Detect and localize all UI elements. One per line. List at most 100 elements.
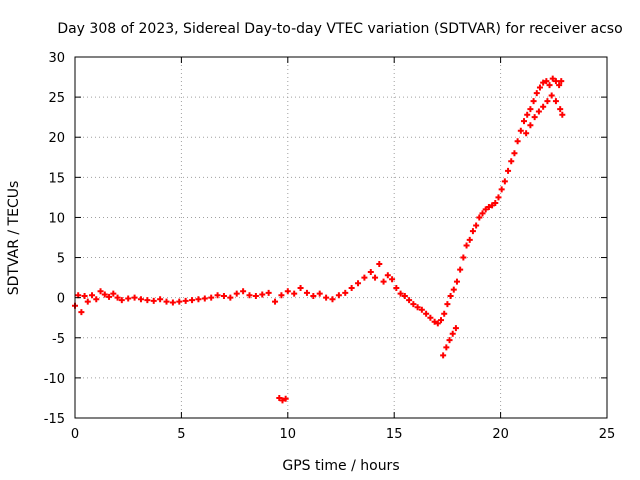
data-point bbox=[279, 397, 286, 404]
data-point bbox=[489, 202, 496, 209]
data-point bbox=[452, 325, 459, 332]
data-point bbox=[536, 84, 543, 91]
x-tick-label: 15 bbox=[386, 427, 403, 442]
data-point bbox=[272, 298, 279, 305]
data-point bbox=[195, 296, 202, 303]
data-point bbox=[511, 150, 518, 157]
series-isolated-cluster bbox=[276, 394, 289, 404]
x-tick-label: 0 bbox=[71, 427, 79, 442]
data-point bbox=[540, 103, 547, 110]
data-point bbox=[546, 82, 553, 89]
data-point bbox=[485, 204, 492, 211]
data-point bbox=[282, 395, 289, 402]
data-point bbox=[527, 122, 534, 129]
data-point bbox=[114, 294, 121, 301]
data-point bbox=[559, 111, 566, 118]
data-point bbox=[150, 297, 157, 304]
data-point bbox=[552, 98, 559, 105]
data-point bbox=[297, 285, 304, 292]
data-point bbox=[101, 291, 108, 298]
data-point bbox=[376, 260, 383, 267]
data-point bbox=[137, 296, 144, 303]
data-point bbox=[163, 298, 170, 305]
data-point bbox=[89, 292, 96, 299]
data-points bbox=[72, 75, 566, 404]
data-point bbox=[446, 337, 453, 344]
data-point bbox=[449, 330, 456, 337]
data-point bbox=[169, 299, 176, 306]
data-point bbox=[552, 78, 559, 85]
data-point bbox=[492, 200, 499, 207]
data-point bbox=[397, 290, 404, 297]
data-point bbox=[517, 127, 524, 134]
data-point bbox=[125, 295, 132, 302]
data-point bbox=[265, 289, 272, 296]
x-tick-label: 20 bbox=[492, 427, 509, 442]
data-point bbox=[431, 318, 438, 325]
data-point bbox=[323, 294, 330, 301]
data-point bbox=[131, 294, 138, 301]
data-point bbox=[440, 352, 447, 359]
data-point bbox=[78, 309, 85, 316]
data-point bbox=[514, 138, 521, 145]
data-point bbox=[176, 298, 183, 305]
y-tick-label: 30 bbox=[48, 51, 65, 66]
data-point bbox=[310, 293, 317, 300]
data-point bbox=[540, 79, 547, 86]
y-tick-label: 0 bbox=[57, 292, 65, 307]
data-point bbox=[106, 293, 113, 300]
grid bbox=[75, 57, 607, 418]
data-point bbox=[372, 274, 379, 281]
data-point bbox=[227, 294, 234, 301]
data-point bbox=[367, 268, 374, 275]
y-tick-label: -5 bbox=[52, 332, 65, 347]
data-point bbox=[303, 289, 310, 296]
data-point bbox=[450, 286, 457, 293]
data-point bbox=[443, 344, 450, 351]
data-point bbox=[498, 186, 505, 193]
x-axis-label: GPS time / hours bbox=[282, 458, 399, 474]
data-point bbox=[463, 242, 470, 249]
data-point bbox=[361, 274, 368, 281]
data-point bbox=[558, 78, 565, 85]
data-point bbox=[508, 158, 515, 165]
data-point bbox=[441, 310, 448, 317]
data-point bbox=[447, 293, 454, 300]
data-point bbox=[521, 118, 528, 125]
data-point bbox=[291, 290, 298, 297]
data-point bbox=[189, 297, 196, 304]
data-point bbox=[246, 292, 253, 299]
data-point bbox=[548, 92, 555, 99]
y-tick-label: 20 bbox=[48, 131, 65, 146]
y-axis-label: SDTVAR / TECUs bbox=[6, 181, 22, 296]
data-point bbox=[530, 98, 537, 105]
data-point bbox=[556, 82, 563, 89]
data-point bbox=[423, 310, 430, 317]
plot-frame bbox=[74, 56, 608, 419]
data-point bbox=[557, 106, 564, 113]
data-point bbox=[457, 266, 464, 273]
data-point bbox=[434, 320, 441, 327]
data-point bbox=[110, 290, 117, 297]
data-point bbox=[342, 289, 349, 296]
data-point bbox=[335, 292, 342, 299]
data-point bbox=[208, 294, 215, 301]
data-point bbox=[479, 210, 486, 217]
y-tick-label: -10 bbox=[44, 372, 65, 387]
data-point bbox=[427, 314, 434, 321]
data-point bbox=[348, 285, 355, 292]
y-tick-label: -15 bbox=[44, 412, 65, 427]
data-point bbox=[543, 78, 550, 85]
data-point bbox=[220, 293, 227, 300]
data-point bbox=[401, 293, 408, 300]
data-point bbox=[544, 98, 551, 105]
data-point bbox=[214, 292, 221, 299]
data-point bbox=[201, 295, 208, 302]
data-point bbox=[182, 297, 189, 304]
data-point bbox=[505, 167, 512, 174]
series-main bbox=[72, 75, 565, 327]
data-point bbox=[466, 236, 473, 243]
data-point bbox=[524, 111, 531, 118]
data-point bbox=[384, 272, 391, 279]
